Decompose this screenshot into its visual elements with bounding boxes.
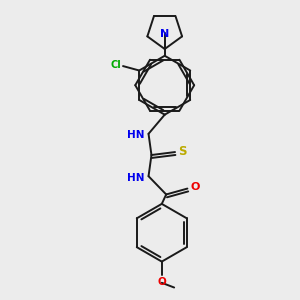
Text: N: N xyxy=(160,29,169,39)
Text: O: O xyxy=(158,277,166,287)
Text: HN: HN xyxy=(128,173,145,183)
Text: Cl: Cl xyxy=(110,60,121,70)
Text: S: S xyxy=(178,145,187,158)
Text: O: O xyxy=(190,182,200,192)
Text: HN: HN xyxy=(128,130,145,140)
